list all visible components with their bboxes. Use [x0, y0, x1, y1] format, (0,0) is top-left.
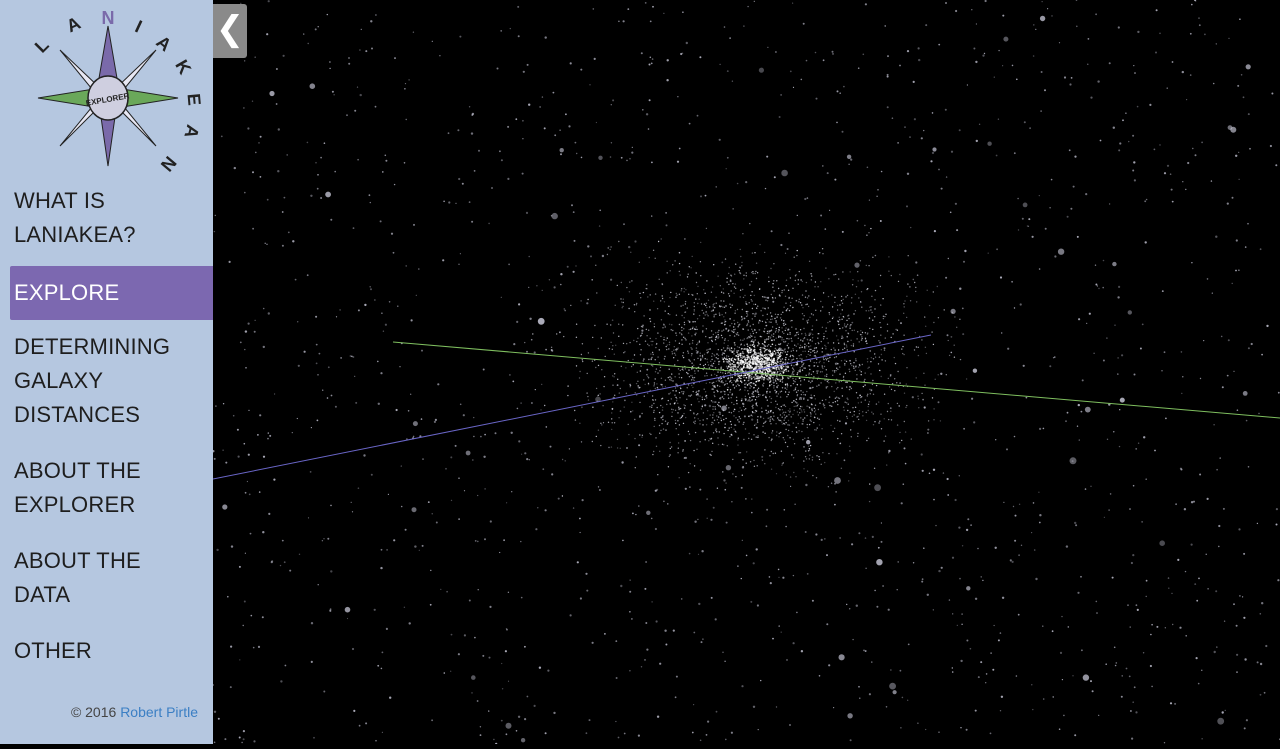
nav-item-other[interactable]: OTHER	[10, 634, 209, 668]
nav-item-about-the-explorer[interactable]: ABOUT THE EXPLORER	[10, 454, 209, 522]
nav-label: ABOUT THE	[14, 458, 141, 483]
nav-label: LANIAKEA?	[14, 222, 136, 247]
footer: © 2016 Robert Pirtle	[71, 704, 198, 720]
galaxy-canvas[interactable]	[212, 0, 1280, 745]
nav-label: DATA	[14, 582, 71, 607]
nav-label: DISTANCES	[14, 402, 141, 427]
author-link[interactable]: Robert Pirtle	[120, 704, 198, 720]
logo-letter: A	[152, 32, 175, 56]
nav-label: GALAXY	[14, 368, 104, 393]
galaxy-viewport[interactable]	[212, 0, 1280, 745]
copyright-text: © 2016	[70, 704, 117, 720]
nav-item-what-is-laniakea[interactable]: WHAT IS LANIAKEA?	[10, 184, 209, 252]
nav-item-explore[interactable]: EXPLORE	[10, 266, 213, 320]
logo-letter: L	[31, 35, 53, 57]
nav-label: OTHER	[14, 638, 92, 663]
laniakea-explorer-logo: EXPLORER L A N I A K E A N	[31, 8, 202, 174]
nav-item-determining-galaxy-distances[interactable]: DETERMINING GALAXY DISTANCES	[10, 330, 209, 432]
logo-letter: N	[102, 8, 115, 28]
logo-letter: N	[157, 152, 181, 174]
logo-letter: A	[63, 13, 83, 37]
galaxy-points	[212, 0, 1280, 745]
logo-letter: I	[132, 16, 145, 36]
nav-label: WHAT IS	[14, 188, 106, 213]
logo-letter: K	[171, 56, 195, 77]
nav-label: DETERMINING	[14, 334, 171, 359]
axis-blue-line	[212, 334, 932, 480]
nav-label: EXPLORE	[14, 280, 120, 305]
chevron-left-icon: ❮	[215, 10, 245, 48]
axis-green-line	[392, 341, 1280, 419]
nav-label: EXPLORER	[14, 492, 136, 517]
main-nav: WHAT IS LANIAKEA? EXPLORE DETERMINING GA…	[0, 184, 213, 668]
sidebar: EXPLORER L A N I A K E A N WHAT IS LANIA…	[0, 0, 213, 744]
logo-letter: A	[180, 123, 202, 141]
collapse-sidebar-button[interactable]: ❮	[213, 4, 247, 58]
nav-item-about-the-data[interactable]: ABOUT THE DATA	[10, 544, 209, 612]
nav-label: ABOUT THE	[14, 548, 141, 573]
logo-letter: E	[183, 93, 202, 107]
